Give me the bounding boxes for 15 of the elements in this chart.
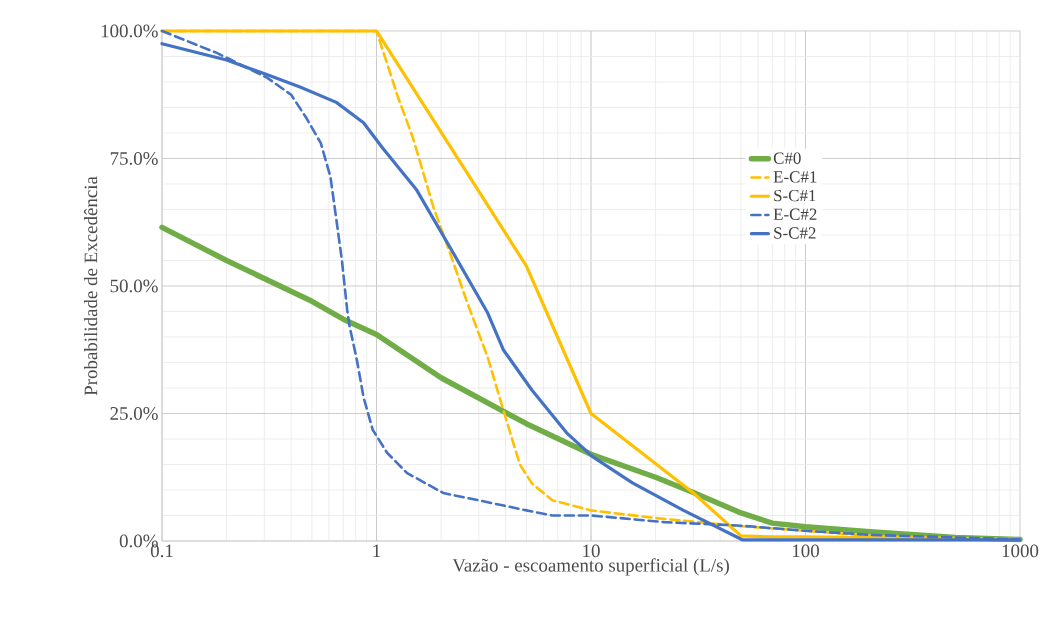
y-tick-label: 25.0%: [110, 407, 158, 420]
y-tick-label: 100.0%: [101, 24, 158, 38]
legend-label: E-C#1: [773, 171, 817, 183]
y-axis-title: Probabilidade de Excedência: [83, 176, 98, 396]
legend-label: S-C#2: [774, 227, 816, 239]
legend-label: C#0: [773, 152, 801, 164]
legend-label: E-C#2: [773, 208, 817, 220]
y-tick-label: 50.0%: [110, 279, 158, 293]
y-tick-label: 75.0%: [110, 152, 158, 165]
x-tick-label: 1000: [1002, 544, 1039, 558]
legend-label: S-C#1: [774, 189, 816, 202]
x-tick-label: 1: [373, 544, 381, 557]
x-axis-title: Vazão - escoamento superficial (L/s): [452, 558, 729, 576]
x-tick-label: 100: [792, 544, 819, 558]
x-tick-label: 10: [583, 544, 600, 558]
